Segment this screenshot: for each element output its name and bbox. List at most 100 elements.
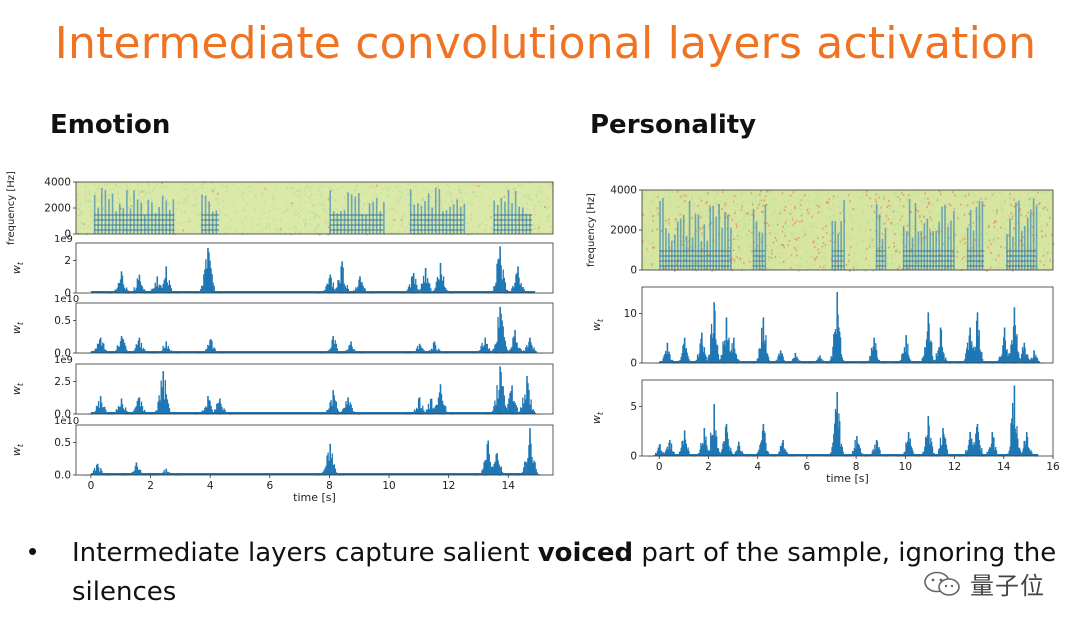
spectrogram-speckle: [878, 196, 880, 199]
spectrogram-speckle: [478, 225, 481, 228]
activation-bar: [170, 288, 173, 293]
spectrogram-speckle: [827, 192, 829, 195]
spectrogram-speckle: [456, 196, 458, 199]
spectrogram-speckle: [127, 190, 129, 193]
spectrogram-speckle: [994, 192, 997, 195]
spectrogram-speckle: [963, 237, 966, 240]
activation-bar: [781, 443, 783, 456]
spectrogram-speckle: [690, 238, 692, 241]
activation-bar: [971, 438, 973, 456]
spectrogram-speckle: [1013, 227, 1015, 230]
activation-bar: [95, 348, 98, 353]
spectrogram-speckle: [115, 185, 118, 188]
y-axis-label: wt: [590, 318, 605, 331]
spectrogram-harmonic: [679, 218, 682, 270]
spectrogram-speckle: [893, 232, 896, 235]
spectrogram-speckle: [851, 244, 854, 247]
activation-bar: [163, 399, 165, 414]
activation-bar: [127, 290, 129, 293]
activation-peak: [138, 274, 141, 293]
spectrogram-speckle: [546, 215, 548, 218]
activation-bar: [984, 362, 986, 363]
spectrogram-speckle: [901, 233, 903, 236]
spectrogram-speckle: [290, 186, 293, 189]
spectrogram-speckle: [423, 187, 425, 190]
activation-bar: [1012, 326, 1015, 363]
activation-baseline: [659, 361, 1039, 363]
spectrogram-speckle: [1003, 231, 1006, 234]
activation-bar: [496, 341, 498, 353]
activation-bar: [135, 406, 137, 414]
spectrogram-speckle: [391, 219, 393, 222]
spectrogram-speckle: [783, 223, 786, 226]
activation-peak: [713, 302, 715, 363]
spectrogram-speckle: [677, 211, 679, 214]
spectrogram-speckle: [286, 185, 288, 188]
spectrogram-speckle: [920, 199, 922, 202]
spectrogram-speckle: [977, 252, 980, 255]
spectrogram-speckle: [79, 203, 82, 206]
spectrogram-speckle: [646, 247, 648, 250]
activation-bar: [504, 340, 507, 353]
activation-bar: [200, 289, 202, 293]
activation-bar: [489, 473, 491, 475]
activation-bar: [962, 361, 964, 363]
activation-bar: [938, 448, 941, 456]
spectrogram-speckle: [1042, 254, 1045, 257]
activation-bar: [508, 350, 510, 353]
activation-bar: [982, 361, 985, 363]
activation-bar: [500, 466, 502, 475]
spectrogram-speckle: [940, 227, 942, 230]
activation-bar: [673, 451, 675, 456]
activation-bar: [101, 345, 103, 353]
activation-bar: [716, 345, 719, 363]
activation-bar: [513, 336, 515, 353]
spectrogram-speckle: [771, 210, 774, 213]
spectrogram-speckle: [751, 228, 753, 231]
spectrogram-speckle: [683, 239, 686, 242]
spectrogram-speckle: [274, 228, 277, 231]
activation-peak: [499, 366, 501, 414]
spectrogram-speckle: [539, 204, 542, 207]
spectrogram-speckle: [325, 212, 327, 215]
activation-bar: [510, 291, 512, 293]
activation-bar: [137, 340, 140, 353]
spectrogram-harmonic: [347, 192, 349, 234]
activation-bar: [685, 443, 687, 456]
activation-bar: [995, 446, 997, 456]
spectrogram-speckle: [477, 185, 480, 188]
spectrogram-speckle: [861, 209, 864, 212]
spectrogram-speckle: [997, 238, 999, 241]
activation-bar: [103, 407, 105, 414]
spectrogram-speckle: [199, 217, 201, 220]
activation-bar: [129, 292, 131, 293]
activation-bar: [502, 326, 504, 353]
spectrogram-speckle: [137, 193, 140, 196]
spectrogram-speckle: [1041, 225, 1043, 228]
spectrogram-speckle: [526, 202, 529, 205]
spectrogram-harmonic: [978, 200, 981, 270]
spectrogram-harmonic: [343, 210, 346, 234]
spectrogram-speckle: [292, 186, 294, 189]
activation-bar: [761, 341, 764, 363]
spectrogram-speckle: [156, 183, 159, 186]
spectrogram-speckle: [911, 193, 913, 196]
spectrogram-speckle: [896, 248, 899, 251]
spectrogram-speckle: [776, 233, 779, 236]
spectrogram-speckle: [84, 185, 87, 188]
activation-bar: [967, 350, 970, 363]
activation-bar: [663, 454, 665, 456]
spectrogram-speckle: [765, 190, 767, 193]
y-axis-label-subscript: t: [596, 318, 605, 322]
activation-bar: [855, 449, 857, 456]
spectrogram-speckle: [853, 261, 856, 264]
spectrogram-speckle: [219, 212, 222, 215]
spectrogram-speckle: [1043, 250, 1045, 253]
spectrogram-speckle: [995, 213, 998, 216]
activation-bar: [876, 350, 878, 363]
activation-bar: [1017, 351, 1019, 363]
spectrogram-speckle: [1001, 245, 1004, 248]
spectrogram-speckle: [776, 223, 779, 226]
activation-bar: [490, 292, 492, 293]
activation-bar: [966, 342, 969, 363]
